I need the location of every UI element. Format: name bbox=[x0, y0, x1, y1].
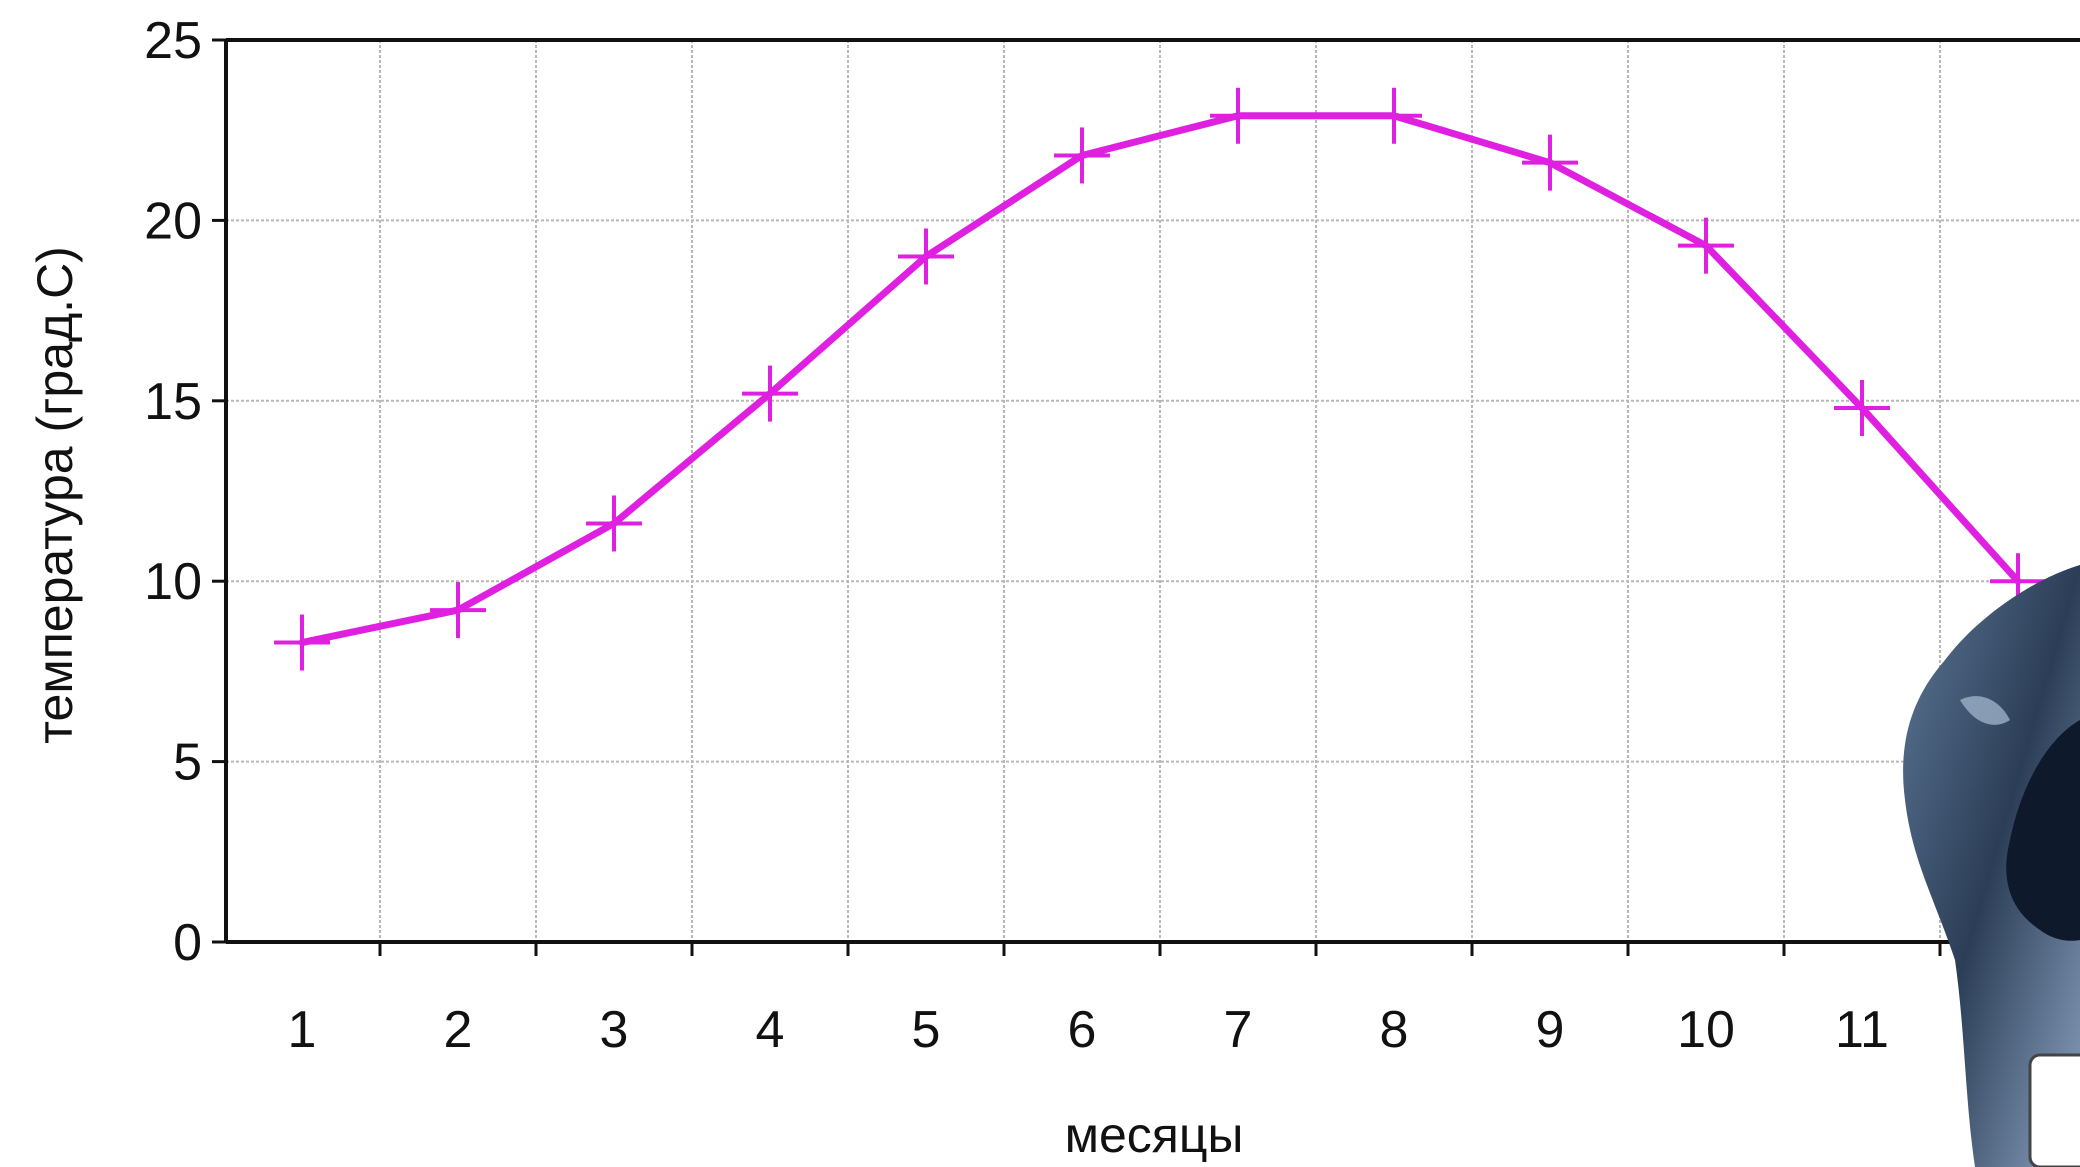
y-tick-label: 10 bbox=[144, 553, 202, 611]
mascot-figure-icon bbox=[1903, 565, 2080, 1167]
plus-marker bbox=[274, 614, 330, 671]
plus-marker bbox=[1366, 87, 1422, 144]
y-tick-label: 15 bbox=[144, 373, 202, 431]
grid-lines bbox=[226, 40, 2080, 942]
plus-marker bbox=[586, 495, 642, 552]
x-tick-label: 6 bbox=[1068, 1001, 1097, 1059]
x-tick-label: 8 bbox=[1380, 1001, 1409, 1059]
series-line bbox=[298, 112, 2022, 647]
x-axis-title: месяцы bbox=[1065, 1107, 1244, 1163]
plus-marker bbox=[1834, 380, 1890, 437]
y-tick-label: 20 bbox=[144, 192, 202, 250]
y-tick-label: 0 bbox=[173, 914, 202, 972]
y-axis-title: температура (град.С) bbox=[27, 246, 83, 744]
plus-marker bbox=[1678, 217, 1734, 274]
x-tick-label: 4 bbox=[756, 1001, 785, 1059]
y-tick-label: 5 bbox=[173, 734, 202, 792]
y-axis-ticks: 0 5 10 15 20 25 bbox=[144, 12, 226, 972]
x-tick-label: 7 bbox=[1224, 1001, 1253, 1059]
x-tick-label: 11 bbox=[1835, 1001, 1889, 1059]
x-axis-ticks: 1 2 3 4 5 6 7 8 9 10 11 bbox=[288, 942, 1942, 1059]
x-tick-label: 2 bbox=[444, 1001, 473, 1059]
plus-marker bbox=[1210, 87, 1266, 144]
x-tick-label: 9 bbox=[1536, 1001, 1565, 1059]
x-tick-label: 10 bbox=[1677, 1001, 1735, 1059]
plus-marker bbox=[1054, 127, 1110, 184]
x-tick-label: 3 bbox=[600, 1001, 629, 1059]
plus-marker bbox=[1522, 134, 1578, 191]
x-tick-label: 1 bbox=[288, 1001, 317, 1059]
plus-marker bbox=[742, 365, 798, 422]
y-tick-label: 25 bbox=[144, 12, 202, 70]
plus-marker bbox=[898, 228, 954, 285]
x-tick-label: 5 bbox=[912, 1001, 941, 1059]
plus-marker bbox=[430, 582, 486, 639]
